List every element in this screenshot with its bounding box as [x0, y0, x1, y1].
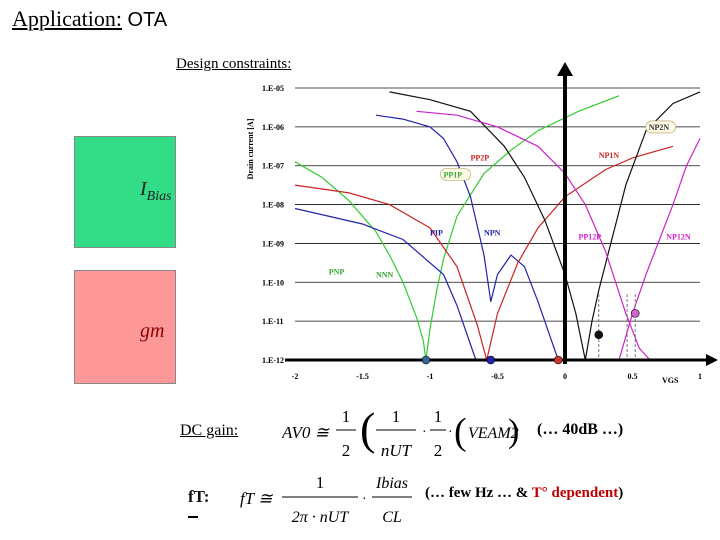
x-tick-label: -0.5 [491, 372, 504, 381]
ft-formula: fT ≅ 1 2π · nUT · Ibias CL [240, 473, 412, 526]
title-subject: OTA [127, 9, 168, 31]
annotation-np1n: NP1N [599, 151, 620, 160]
series-pp1p [425, 95, 620, 361]
ft-note: (… few Hz … & T° dependent) [425, 485, 623, 502]
paren-open: ( [360, 403, 375, 454]
chart-markers [421, 309, 640, 365]
ft-note-red: T° dependent [531, 485, 619, 501]
y-axis-arrow [557, 62, 573, 76]
annotation-pip: PIP [430, 229, 443, 238]
series-np1n [486, 145, 674, 361]
gm-box [74, 270, 176, 384]
annotation-box [645, 120, 677, 134]
marker-dot [630, 309, 640, 318]
dc-gain-label: DC gain: [180, 422, 239, 439]
dc-gain-note: (… 40dB …) [537, 421, 624, 438]
y-tick-label: 1.E-06 [262, 123, 284, 132]
paren-close: ) [508, 413, 519, 450]
ftfrac1-num: 1 [316, 473, 325, 492]
x-tick-label: 0.5 [628, 372, 638, 381]
x-tick-label: -2 [292, 372, 299, 381]
ft-label: fT: [188, 487, 210, 506]
x-axis-label: VGS [662, 376, 679, 385]
paren-inner: ( [454, 411, 467, 453]
ftfrac2-num: Ibias [375, 475, 408, 492]
ibias-box [74, 136, 176, 248]
ibias-label: IBias [140, 178, 172, 205]
ft-underline [188, 516, 198, 518]
chart-axes [285, 62, 718, 366]
x-tick-label: 1 [698, 372, 702, 381]
gm-label: gm [140, 320, 165, 342]
series-pip [375, 114, 492, 302]
drain-current-chart: 1.E-05 1.E-06 1.E-07 1.E-08 1.E-09 1.E-10 1.E-… [246, 62, 718, 385]
ftfrac1-den: 2π · nUT [292, 509, 350, 526]
ibias-sub: Bias [146, 189, 172, 204]
y-tick-label: 1.E-09 [262, 239, 284, 248]
annotation-pp2p: PP2P [471, 153, 490, 162]
frac3-den: 2 [434, 441, 443, 460]
annotation-nnn: NNN [376, 271, 394, 280]
frac3-num: 1 [434, 407, 443, 426]
y-tick-label: 1.E-08 [262, 201, 284, 210]
series-pnp [294, 161, 427, 361]
slide-title: Application: OTA [12, 6, 167, 32]
annotation-pp12p: PP12P [579, 233, 602, 242]
av0-lhs: AV0 ≅ [282, 423, 330, 442]
y-tick-label: 1.E-10 [262, 278, 284, 287]
design-constraints-label: Design constraints: [176, 56, 292, 72]
marker-dot [594, 330, 604, 340]
vea-term: VEAM2 [468, 425, 519, 442]
y-tick-label: 1.E-05 [262, 84, 284, 93]
annotation-pp1p: PP1P [444, 170, 463, 179]
dc-gain-formula: AV0 ≅ 1 2 ( 1 nUT · 1 2 · ( VEAM2 ) [282, 403, 519, 460]
chart-ticks: 1.E-05 1.E-06 1.E-07 1.E-08 1.E-09 1.E-10 1.E-… [246, 84, 702, 385]
marker-dot [421, 355, 431, 365]
frac1-num: 1 [342, 407, 351, 426]
frac2-den: nUT [381, 441, 413, 460]
series-nnn [294, 207, 477, 361]
ft-lhs: fT ≅ [240, 489, 273, 508]
ftfrac2-den: CL [382, 509, 402, 526]
y-tick-label: 1.E-07 [262, 162, 284, 171]
chart-annotations: NP2N NP1N PP2P PP1P PIP NPN PP12P NP12N PNP NNN [329, 120, 691, 280]
series-npn [490, 254, 559, 361]
x-axis-arrow [706, 354, 718, 366]
annotation-npn: NPN [484, 229, 501, 238]
x-tick-label: -1 [427, 372, 434, 381]
frac1-den: 2 [342, 441, 351, 460]
series-pp2p [294, 184, 488, 361]
ft-note-black: (… few Hz … & [425, 485, 529, 501]
marker-dot [553, 355, 563, 365]
ibias-main: I [140, 178, 147, 200]
annotation-pnp: PNP [329, 268, 345, 277]
chart-dashed-lines [598, 293, 636, 360]
marker-dot [486, 355, 496, 365]
annotation-np12n: NP12N [666, 233, 691, 242]
chart-curves [294, 91, 701, 361]
series-pp12p [416, 110, 651, 361]
title-prefix: Application: [12, 6, 122, 31]
frac2-num: 1 [392, 407, 401, 426]
chart-grid [295, 87, 700, 361]
x-tick-label: -1.5 [356, 372, 369, 381]
y-axis-label: Drain current [A] [246, 118, 255, 179]
dot2: · [448, 425, 453, 440]
annotation-box [440, 168, 471, 181]
annotation-np2n: NP2N [649, 123, 670, 132]
ft-dot: · [362, 492, 367, 507]
y-tick-label: 1.E-12 [262, 356, 284, 365]
y-tick-label: 1.E-11 [262, 317, 284, 326]
ft-note-close: ) [618, 485, 624, 501]
dot1: · [422, 425, 427, 440]
x-tick-label: 0 [563, 372, 567, 381]
